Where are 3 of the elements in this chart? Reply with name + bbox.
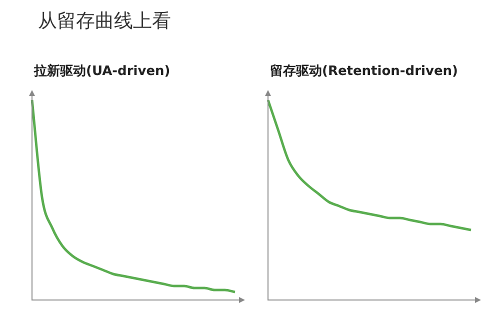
text: 从留存曲线上看 (38, 9, 171, 34)
chart-title: 拉新驱动(UA-driven) (34, 62, 172, 80)
chart-title: 留存驱动(Retention-driven) (270, 63, 459, 80)
